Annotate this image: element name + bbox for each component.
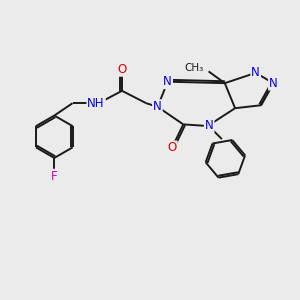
Text: F: F — [51, 170, 58, 183]
Text: CH₃: CH₃ — [184, 63, 203, 73]
Text: NH: NH — [87, 97, 105, 110]
Text: N: N — [251, 66, 260, 80]
Text: N: N — [163, 75, 172, 88]
Text: N: N — [205, 119, 214, 132]
Text: O: O — [167, 141, 177, 154]
Text: N: N — [153, 100, 162, 113]
Text: O: O — [117, 63, 127, 76]
Text: N: N — [269, 77, 278, 90]
